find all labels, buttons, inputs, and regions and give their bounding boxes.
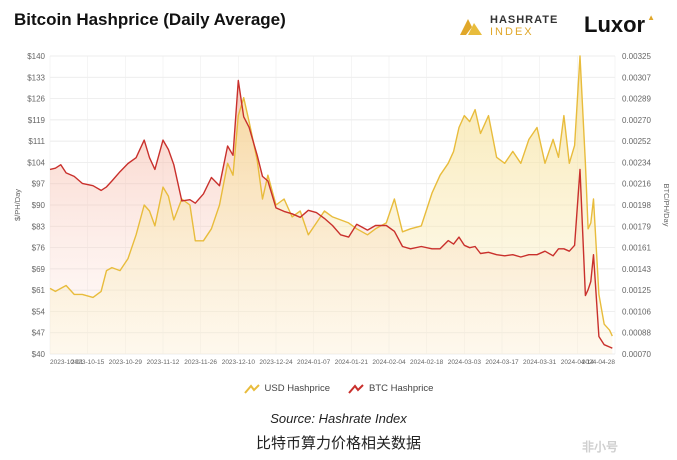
x-tick-label: 2024-01-07	[297, 359, 331, 366]
x-tick-label: 2023-11-26	[184, 359, 217, 366]
left-tick-label: $126	[27, 95, 45, 104]
x-tick-label: 2024-03-03	[448, 359, 482, 366]
y-axis-label-left: $/PH/Day	[13, 189, 22, 221]
left-tick-label: $104	[27, 158, 45, 167]
left-tick-label: $83	[32, 222, 46, 231]
left-tick-label: $40	[32, 350, 46, 359]
x-tick-label: 2023-12-10	[222, 359, 256, 366]
area-fills	[50, 56, 613, 354]
y-axis-label-right: BTC/PH/Day	[662, 184, 671, 227]
x-tick-label: 2023-10-01	[50, 359, 84, 366]
usd-area-fill	[50, 56, 613, 354]
x-tick-label: 2024-03-17	[485, 359, 519, 366]
hashprice-chart: $140 0.00325 $133 0.00307 $126 0.00289 $119 0.0…	[13, 52, 671, 366]
legend-label-btc: BTC Hashprice	[369, 383, 434, 394]
btc-line-swatch-icon	[348, 383, 364, 394]
legend: USD Hashprice BTC Hashprice	[0, 383, 677, 394]
legend-label-usd: USD Hashprice	[264, 383, 331, 394]
left-tick-label: $97	[32, 180, 46, 189]
chart-title: Bitcoin Hashprice (Daily Average)	[14, 10, 286, 29]
right-tick-label: 0.00088	[622, 329, 651, 338]
x-tick-label: 2024-04-28	[582, 359, 616, 366]
left-tick-label: $140	[27, 52, 45, 61]
x-tick-label: 2023-12-24	[259, 359, 293, 366]
x-tick-label: 2024-04-14	[561, 359, 595, 366]
left-tick-label: $47	[32, 329, 46, 338]
axis-ticks: $140 0.00325 $133 0.00307 $126 0.00289 $119 0.0…	[13, 52, 671, 366]
btc-hashprice-line	[49, 79, 613, 349]
caption-text: 比特币算力价格相关数据	[255, 435, 421, 452]
right-tick-label: 0.00216	[622, 180, 651, 189]
left-tick-label: $61	[32, 286, 46, 295]
legend-item-usd[interactable]: USD Hashprice	[243, 383, 331, 394]
x-tick-label: 2023-10-29	[109, 359, 143, 366]
x-tick-label: 2023-11-12	[147, 359, 180, 366]
right-tick-label: 0.00125	[622, 286, 651, 295]
right-tick-label: 0.00198	[622, 201, 651, 210]
usd-hashprice-line	[49, 55, 613, 337]
left-tick-label: $111	[28, 137, 45, 146]
left-tick-label: $119	[28, 116, 46, 125]
hashrate-index-logo: HASHRATE INDEX	[458, 14, 558, 38]
hashrate-logo-text: HASHRATE	[490, 14, 559, 26]
x-tick-label: 2024-01-21	[335, 359, 369, 366]
right-tick-label: 0.00252	[622, 137, 651, 146]
x-tick-label: 2024-03-31	[523, 359, 557, 366]
legend-item-btc[interactable]: BTC Hashprice	[348, 383, 433, 394]
series-lines	[49, 55, 613, 349]
x-tick-label: 2024-02-18	[410, 359, 444, 366]
right-tick-label: 0.00161	[622, 244, 651, 253]
index-logo-text: INDEX	[490, 26, 534, 38]
right-tick-label: 0.00234	[622, 158, 651, 167]
usd-line-swatch-icon	[243, 383, 260, 394]
left-tick-label: $76	[32, 244, 46, 253]
right-tick-label: 0.00270	[622, 116, 651, 125]
luxor-logo: Luxor ▲	[584, 12, 655, 38]
right-tick-label: 0.00179	[622, 222, 651, 231]
right-tick-label: 0.00106	[622, 307, 651, 316]
x-tick-label: 2024-02-04	[372, 359, 406, 366]
left-tick-label: $133	[27, 73, 45, 82]
luxor-triangle-icon: ▲	[647, 12, 656, 22]
luxor-logo-text: Luxor	[584, 12, 646, 37]
left-tick-label: $69	[32, 265, 46, 274]
right-tick-label: 0.00070	[622, 350, 651, 359]
right-tick-label: 0.00307	[622, 73, 651, 82]
left-tick-label: $90	[32, 201, 46, 210]
right-tick-label: 0.00143	[622, 265, 651, 274]
source-text: Source: Hashrate Index	[270, 411, 407, 426]
right-tick-label: 0.00289	[622, 95, 651, 104]
x-tick-label: 2023-10-15	[71, 359, 105, 366]
watermark-text: 非小号	[582, 440, 619, 454]
hashrate-index-logo-icon	[460, 19, 482, 35]
left-tick-label: $54	[32, 307, 46, 316]
right-tick-label: 0.00325	[622, 52, 651, 61]
